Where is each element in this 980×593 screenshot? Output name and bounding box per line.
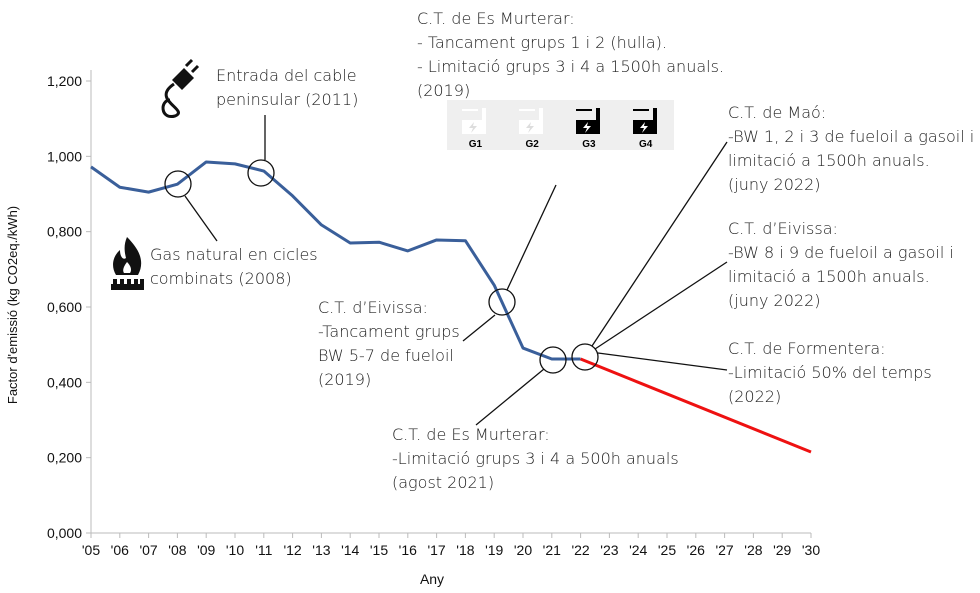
- annotation-cable: Entrada del cable peninsular (2011): [216, 64, 358, 112]
- x-tick-label: '16: [399, 542, 417, 558]
- x-tick-label: '11: [255, 542, 272, 558]
- annotation-line: (juny 2022): [728, 175, 821, 194]
- annotation-line: (2019): [417, 81, 471, 100]
- x-tick-label: '07: [139, 542, 157, 558]
- x-tick-label: '08: [168, 542, 186, 558]
- x-tick-label: '09: [197, 542, 215, 558]
- annotation-line: C.T. de Maó:: [728, 103, 827, 122]
- x-tick-label: '15: [370, 542, 388, 558]
- x-tick-label: '23: [600, 542, 618, 558]
- x-tick-label: '29: [773, 542, 791, 558]
- annotation-eivissa-2019: C.T. d’Eivissa: -Tancament grups BW 5-7 de…: [318, 296, 460, 392]
- annotation-mao-2022: C.T. de Maó: -BW 1, 2 i 3 de fueloil a ga…: [728, 101, 974, 197]
- x-tick-label: '17: [427, 542, 445, 558]
- factory-icon: [632, 108, 657, 134]
- annotation-murterar-2021: C.T. de Es Murterar: -Limitació grups 3 i…: [392, 423, 679, 495]
- annotation-line: -Limitació grups 3 i 4 a 500h anuals: [392, 449, 679, 468]
- y-tick-label: 0,800: [47, 224, 82, 240]
- annotation-line: (agost 2021): [392, 473, 495, 492]
- x-tick-label: '18: [456, 542, 474, 558]
- annotation-line: -BW 8 i 9 de fueloil a gasoil i: [728, 243, 954, 262]
- x-tick-label: '27: [715, 542, 733, 558]
- plant-group-label: G3: [582, 139, 596, 150]
- annotation-line: Gas natural en cicles: [150, 245, 318, 264]
- x-tick-label: '24: [629, 542, 647, 558]
- annotation-line: combinats (2008): [150, 269, 292, 288]
- y-axis-label: Factor d'emissió (kg CO2eq./kWh): [5, 206, 20, 404]
- annotation-line: -Limitació 50% del temps: [728, 363, 932, 382]
- marker-circle-2022: [571, 343, 599, 371]
- plant-group-label: G1: [468, 139, 483, 150]
- x-tick-label: '22: [571, 542, 589, 558]
- x-tick-label: '14: [341, 542, 359, 558]
- annotation-eivissa-2022: C.T. d’Eivissa: -BW 8 i 9 de fueloil a ga…: [728, 217, 954, 313]
- power-plug-icon: [161, 58, 200, 118]
- y-tick-label: 0,200: [47, 450, 82, 466]
- annotation-line: limitació a 1500h anuals.: [728, 151, 930, 170]
- annotation-line: limitació a 1500h anuals.: [728, 267, 930, 286]
- annotation-line: (juny 2022): [728, 291, 821, 310]
- annotation-line: Entrada del cable: [216, 66, 357, 85]
- annotation-formentera-2022: C.T. de Formentera: -Limitació 50% del te…: [728, 337, 932, 409]
- x-tick-label: '06: [111, 542, 129, 558]
- x-tick-label: '28: [744, 542, 762, 558]
- x-tick-label: '26: [687, 542, 705, 558]
- annotation-leaders: [164, 115, 728, 426]
- plant-group-label: G4: [638, 139, 653, 150]
- y-tick-label: 0,000: [47, 525, 82, 541]
- x-tick-label: '10: [226, 542, 244, 558]
- x-tick-label: '12: [283, 542, 301, 558]
- y-tick-label: 1,200: [47, 73, 82, 89]
- annotation-line: (2019): [318, 370, 372, 389]
- annotation-line: C.T. de Es Murterar:: [392, 425, 550, 444]
- annotation-line: - Limitació grups 3 i 4 a 1500h anuals.: [417, 57, 724, 76]
- factory-icon: [462, 108, 487, 134]
- x-tick-label: '30: [802, 542, 820, 558]
- annotation-line: C.T. d’Eivissa:: [318, 298, 428, 317]
- historical-line: [90, 160, 581, 361]
- marker-circle-2011: [247, 159, 275, 187]
- annotation-line: peninsular (2011): [216, 90, 359, 109]
- annotation-gas: Gas natural en cicles combinats (2008): [150, 243, 318, 291]
- marker-circle-2008: [164, 170, 192, 198]
- factory-icon: [575, 108, 600, 134]
- plant-group-g4: G4: [624, 106, 668, 150]
- gas-flame-icon: [111, 237, 144, 290]
- x-tick-label: '20: [514, 542, 532, 558]
- annotation-line: BW 5-7 de fueloil: [318, 346, 454, 365]
- annotation-line: C.T. de Formentera:: [728, 339, 886, 358]
- x-axis-label: Any: [420, 571, 444, 587]
- plant-group-g3: G3: [567, 106, 611, 150]
- annotation-murterar-2019: C.T. de Es Murterar: - Tancament grups 1 …: [417, 7, 724, 103]
- annotation-line: -BW 1, 2 i 3 de fueloil a gasoil i: [728, 127, 975, 146]
- x-tick-label: '13: [312, 542, 330, 558]
- y-tick-label: 1,000: [47, 148, 82, 164]
- marker-circle-2021: [539, 346, 567, 374]
- marker-circle-2019: [488, 288, 516, 316]
- x-tick-label: '19: [485, 542, 503, 558]
- annotation-line: (2022): [728, 387, 782, 406]
- plant-groups-panel: G1 G2 G3 G4: [447, 100, 674, 150]
- plant-group-g2: G2: [510, 106, 554, 150]
- annotation-line: C.T. d’Eivissa:: [728, 219, 838, 238]
- annotation-line: -Tancament grups: [318, 322, 460, 341]
- plant-group-label: G2: [525, 139, 539, 150]
- x-tick-label: '25: [658, 542, 676, 558]
- factory-icon: [519, 108, 544, 134]
- y-tick-label: 0,400: [47, 374, 82, 390]
- projection-line: [580, 357, 812, 454]
- annotation-line: C.T. de Es Murterar:: [417, 9, 575, 28]
- x-tick-label: '05: [82, 542, 100, 558]
- y-tick-label: 0,600: [47, 299, 82, 315]
- x-tick-label: '21: [543, 542, 561, 558]
- plant-group-g1: G1: [453, 106, 497, 150]
- annotation-line: - Tancament grups 1 i 2 (hulla).: [417, 33, 667, 52]
